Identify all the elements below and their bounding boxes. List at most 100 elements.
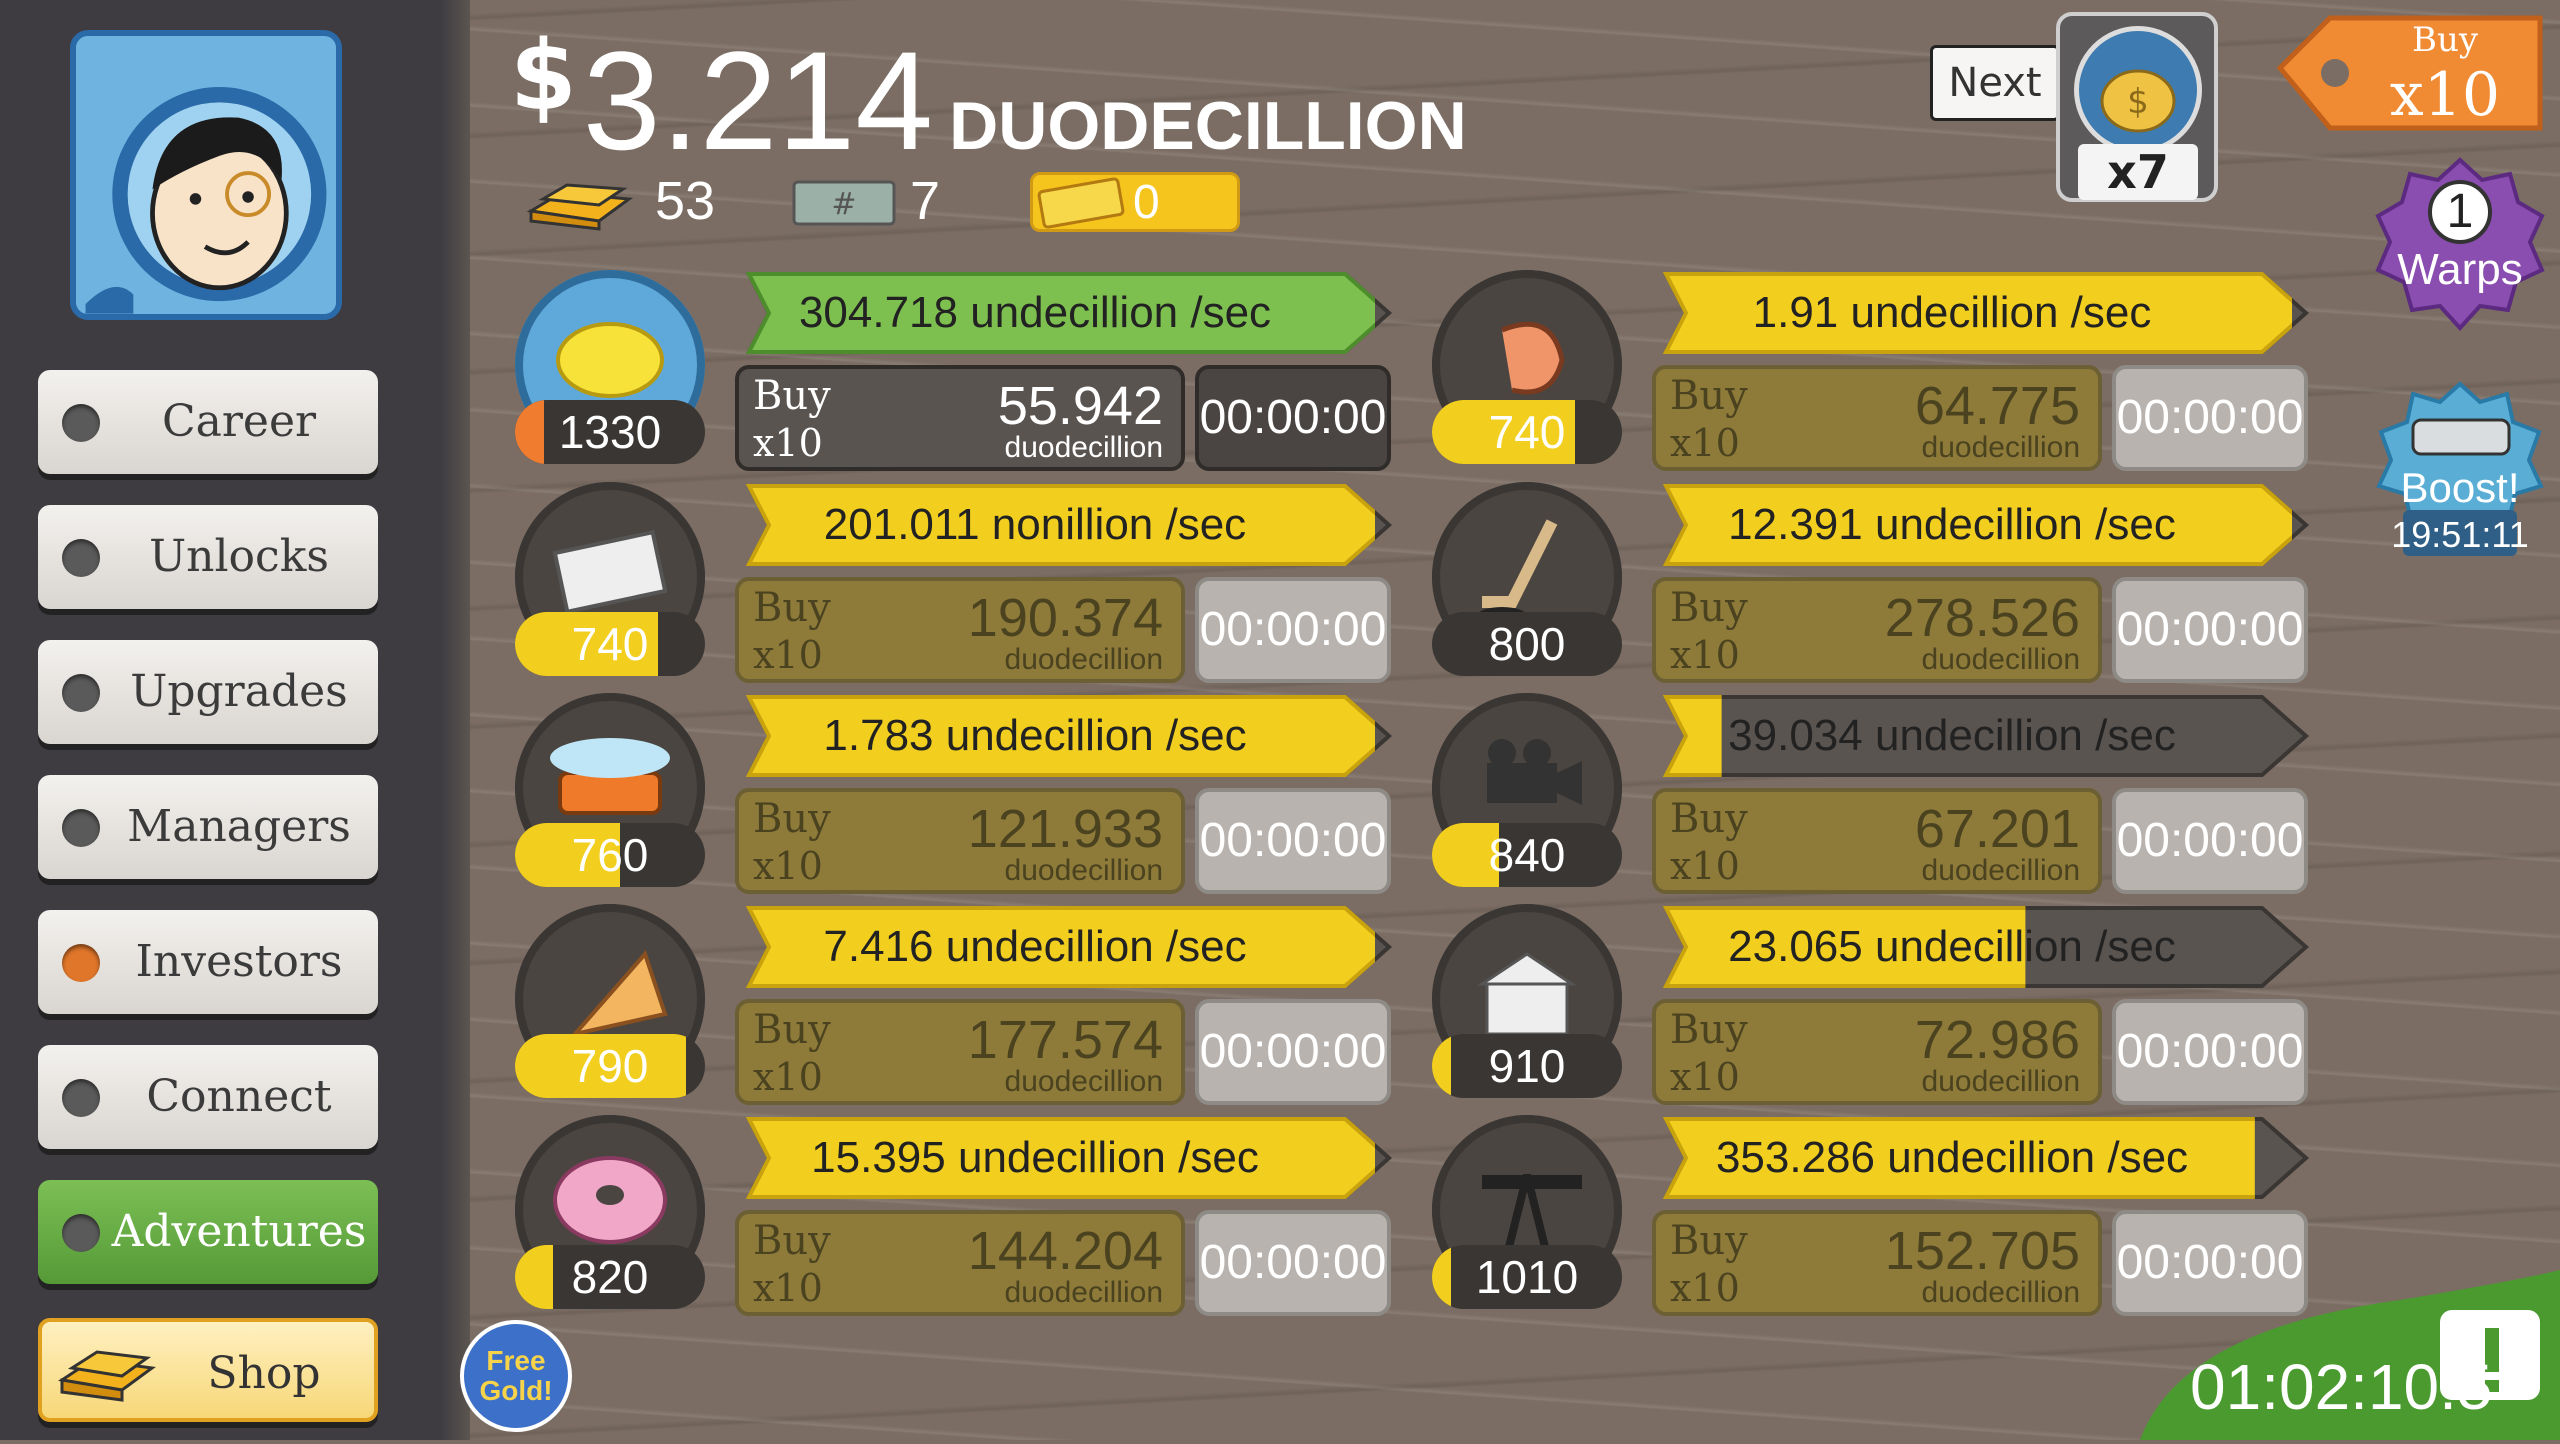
count-progress-fill (515, 823, 620, 887)
business-count: 800 (1432, 612, 1622, 676)
sidebar-item-unlocks[interactable]: Unlocks (38, 505, 378, 609)
buy-label: Buy (1670, 373, 1748, 419)
buy-price-unit: duodecillion (1004, 643, 1163, 676)
status-dot (62, 539, 100, 577)
rate-bar-shape (1662, 1117, 2310, 1199)
count-progress-fill (1432, 1245, 1451, 1309)
buy-label: Buy (1670, 1007, 1748, 1053)
business-rate-bar: 7.416 undecillion /sec (735, 904, 1395, 990)
buy-price: 67.201 (1914, 799, 2080, 859)
sidebar-item-label: Career (161, 396, 317, 447)
sidebar-item-shop[interactable]: Shop (38, 1318, 378, 1422)
buy-quantity: x10 (1670, 844, 1740, 888)
buy-label: Buy (753, 1007, 831, 1053)
buy-price: 72.986 (1914, 1010, 2080, 1070)
warps-label: Warps (2397, 245, 2523, 294)
buy-button[interactable]: Buy x10 55.942 duodecillion (735, 365, 1185, 471)
sidebar-item-label: Shop (207, 1348, 321, 1399)
business-rate-bar: 39.034 undecillion /sec (1652, 693, 2312, 779)
count-progress-fill (1432, 1034, 1451, 1098)
buy-quantity: x10 (753, 421, 823, 465)
next-button[interactable]: Next (1930, 45, 2060, 121)
business-timer: 00:00:00 (1195, 365, 1391, 471)
buy-button[interactable]: Buy x10 144.204 duodecillion (735, 1210, 1185, 1316)
warps-badge-icon (2375, 157, 2545, 331)
buy-multiplier-tag[interactable]: Buy x10 (2250, 8, 2550, 138)
business-rate-text: 1.783 undecillion /sec (823, 711, 1247, 760)
buy-price-unit: duodecillion (1004, 1276, 1163, 1309)
svg-text:$: $ (2127, 82, 2149, 122)
buy-quantity: x10 (1670, 633, 1740, 677)
buy-tag-line2: x10 (2389, 60, 2501, 130)
warps-button[interactable]: 1 Warps (2370, 150, 2550, 340)
time-warp-ticket-counter[interactable]: 0 (1030, 172, 1240, 232)
money-unit: DUODECILLION (949, 88, 1467, 164)
business-rate-text: 7.416 undecillion /sec (823, 922, 1247, 971)
buy-price-unit: duodecillion (1921, 1276, 2080, 1309)
avatar[interactable] (70, 30, 342, 320)
business-rate-bar: 12.391 undecillion /sec (1652, 482, 2312, 568)
tv-offer-button[interactable] (2140, 1240, 2560, 1440)
buy-price-unit: duodecillion (1004, 1065, 1163, 1098)
buy-button[interactable]: Buy x10 64.775 duodecillion (1652, 365, 2102, 471)
buy-price-unit: duodecillion (1921, 431, 2080, 464)
buy-button[interactable]: Buy x10 67.201 duodecillion (1652, 788, 2102, 894)
astronaut-avatar-icon (76, 36, 336, 314)
shrimp-icon (1501, 321, 1565, 395)
buy-button[interactable]: Buy x10 152.705 duodecillion (1652, 1210, 2102, 1316)
business-rate-bar: 304.718 undecillion /sec (735, 270, 1395, 356)
sidebar-item-adventures[interactable]: Adventures (38, 1180, 378, 1284)
free-gold-line2: Gold! (479, 1375, 553, 1406)
film-camera-icon (1487, 739, 1582, 805)
boost-car-icon (2376, 381, 2544, 556)
business-count: 840 (1432, 823, 1622, 887)
sidebar-item-connect[interactable]: Connect (38, 1045, 378, 1149)
ticket-icon (1037, 177, 1125, 229)
tv-timer: 01:02:10:5 (2190, 1351, 2493, 1423)
status-dot (62, 944, 100, 982)
sidebar-item-managers[interactable]: Managers (38, 775, 378, 879)
buy-price: 121.933 (967, 799, 1163, 859)
buy-label: Buy (753, 373, 831, 419)
business-rate-bar: 23.065 undecillion /sec (1652, 904, 2312, 990)
sidebar-item-label: Managers (127, 801, 351, 852)
business-count-value: 740 (571, 618, 649, 670)
status-dot (62, 809, 100, 847)
count-progress-fill (1432, 823, 1499, 887)
business-count-value: 760 (571, 829, 649, 881)
business-count: 790 (515, 1034, 705, 1098)
buy-button[interactable]: Buy x10 177.574 duodecillion (735, 999, 1185, 1105)
next-multiplier-box[interactable]: $ x7 (2056, 12, 2218, 202)
buy-label: Buy (753, 1218, 831, 1264)
business-rate-text: 1.91 undecillion /sec (1752, 288, 2152, 337)
buy-button[interactable]: Buy x10 121.933 duodecillion (735, 788, 1185, 894)
currency-symbol: $ (510, 20, 577, 132)
business-count-value: 1330 (558, 406, 662, 458)
ticket-count: 0 (1133, 176, 1160, 229)
buy-button[interactable]: Buy x10 72.986 duodecillion (1652, 999, 2102, 1105)
business-timer: 00:00:00 (2112, 788, 2308, 894)
buy-button[interactable]: Buy x10 278.526 duodecillion (1652, 577, 2102, 683)
gold-bars-icon (58, 1350, 156, 1402)
rate-bar-shape (745, 272, 1393, 354)
business-timer: 00:00:00 (2112, 1210, 2308, 1316)
business-rate-bar: 1.783 undecillion /sec (735, 693, 1395, 779)
count-progress-fill (1432, 400, 1575, 464)
sidebar-edge (440, 0, 470, 1440)
sidebar-item-upgrades[interactable]: Upgrades (38, 640, 378, 744)
mega-ticket-icon: # (792, 180, 896, 226)
sidebar-item-investors[interactable]: Investors (38, 910, 378, 1014)
buy-price: 177.574 (967, 1010, 1163, 1070)
buy-label: Buy (753, 585, 831, 631)
buy-button[interactable]: Buy x10 190.374 duodecillion (735, 577, 1185, 683)
buy-quantity: x10 (753, 1266, 823, 1310)
free-gold-button[interactable]: Free Gold! (460, 1320, 572, 1432)
donut-icon (553, 1156, 667, 1244)
money-display: $3.214 DUODECILLION (510, 20, 1467, 182)
business-timer: 00:00:00 (2112, 365, 2308, 471)
business-count-value: 1010 (1475, 1251, 1579, 1303)
buy-label: Buy (1670, 1218, 1748, 1264)
sidebar-item-career[interactable]: Career (38, 370, 378, 474)
boost-button[interactable]: Boost! 19:51:11 (2375, 380, 2545, 560)
sidebar-item-label: Investors (135, 936, 343, 987)
